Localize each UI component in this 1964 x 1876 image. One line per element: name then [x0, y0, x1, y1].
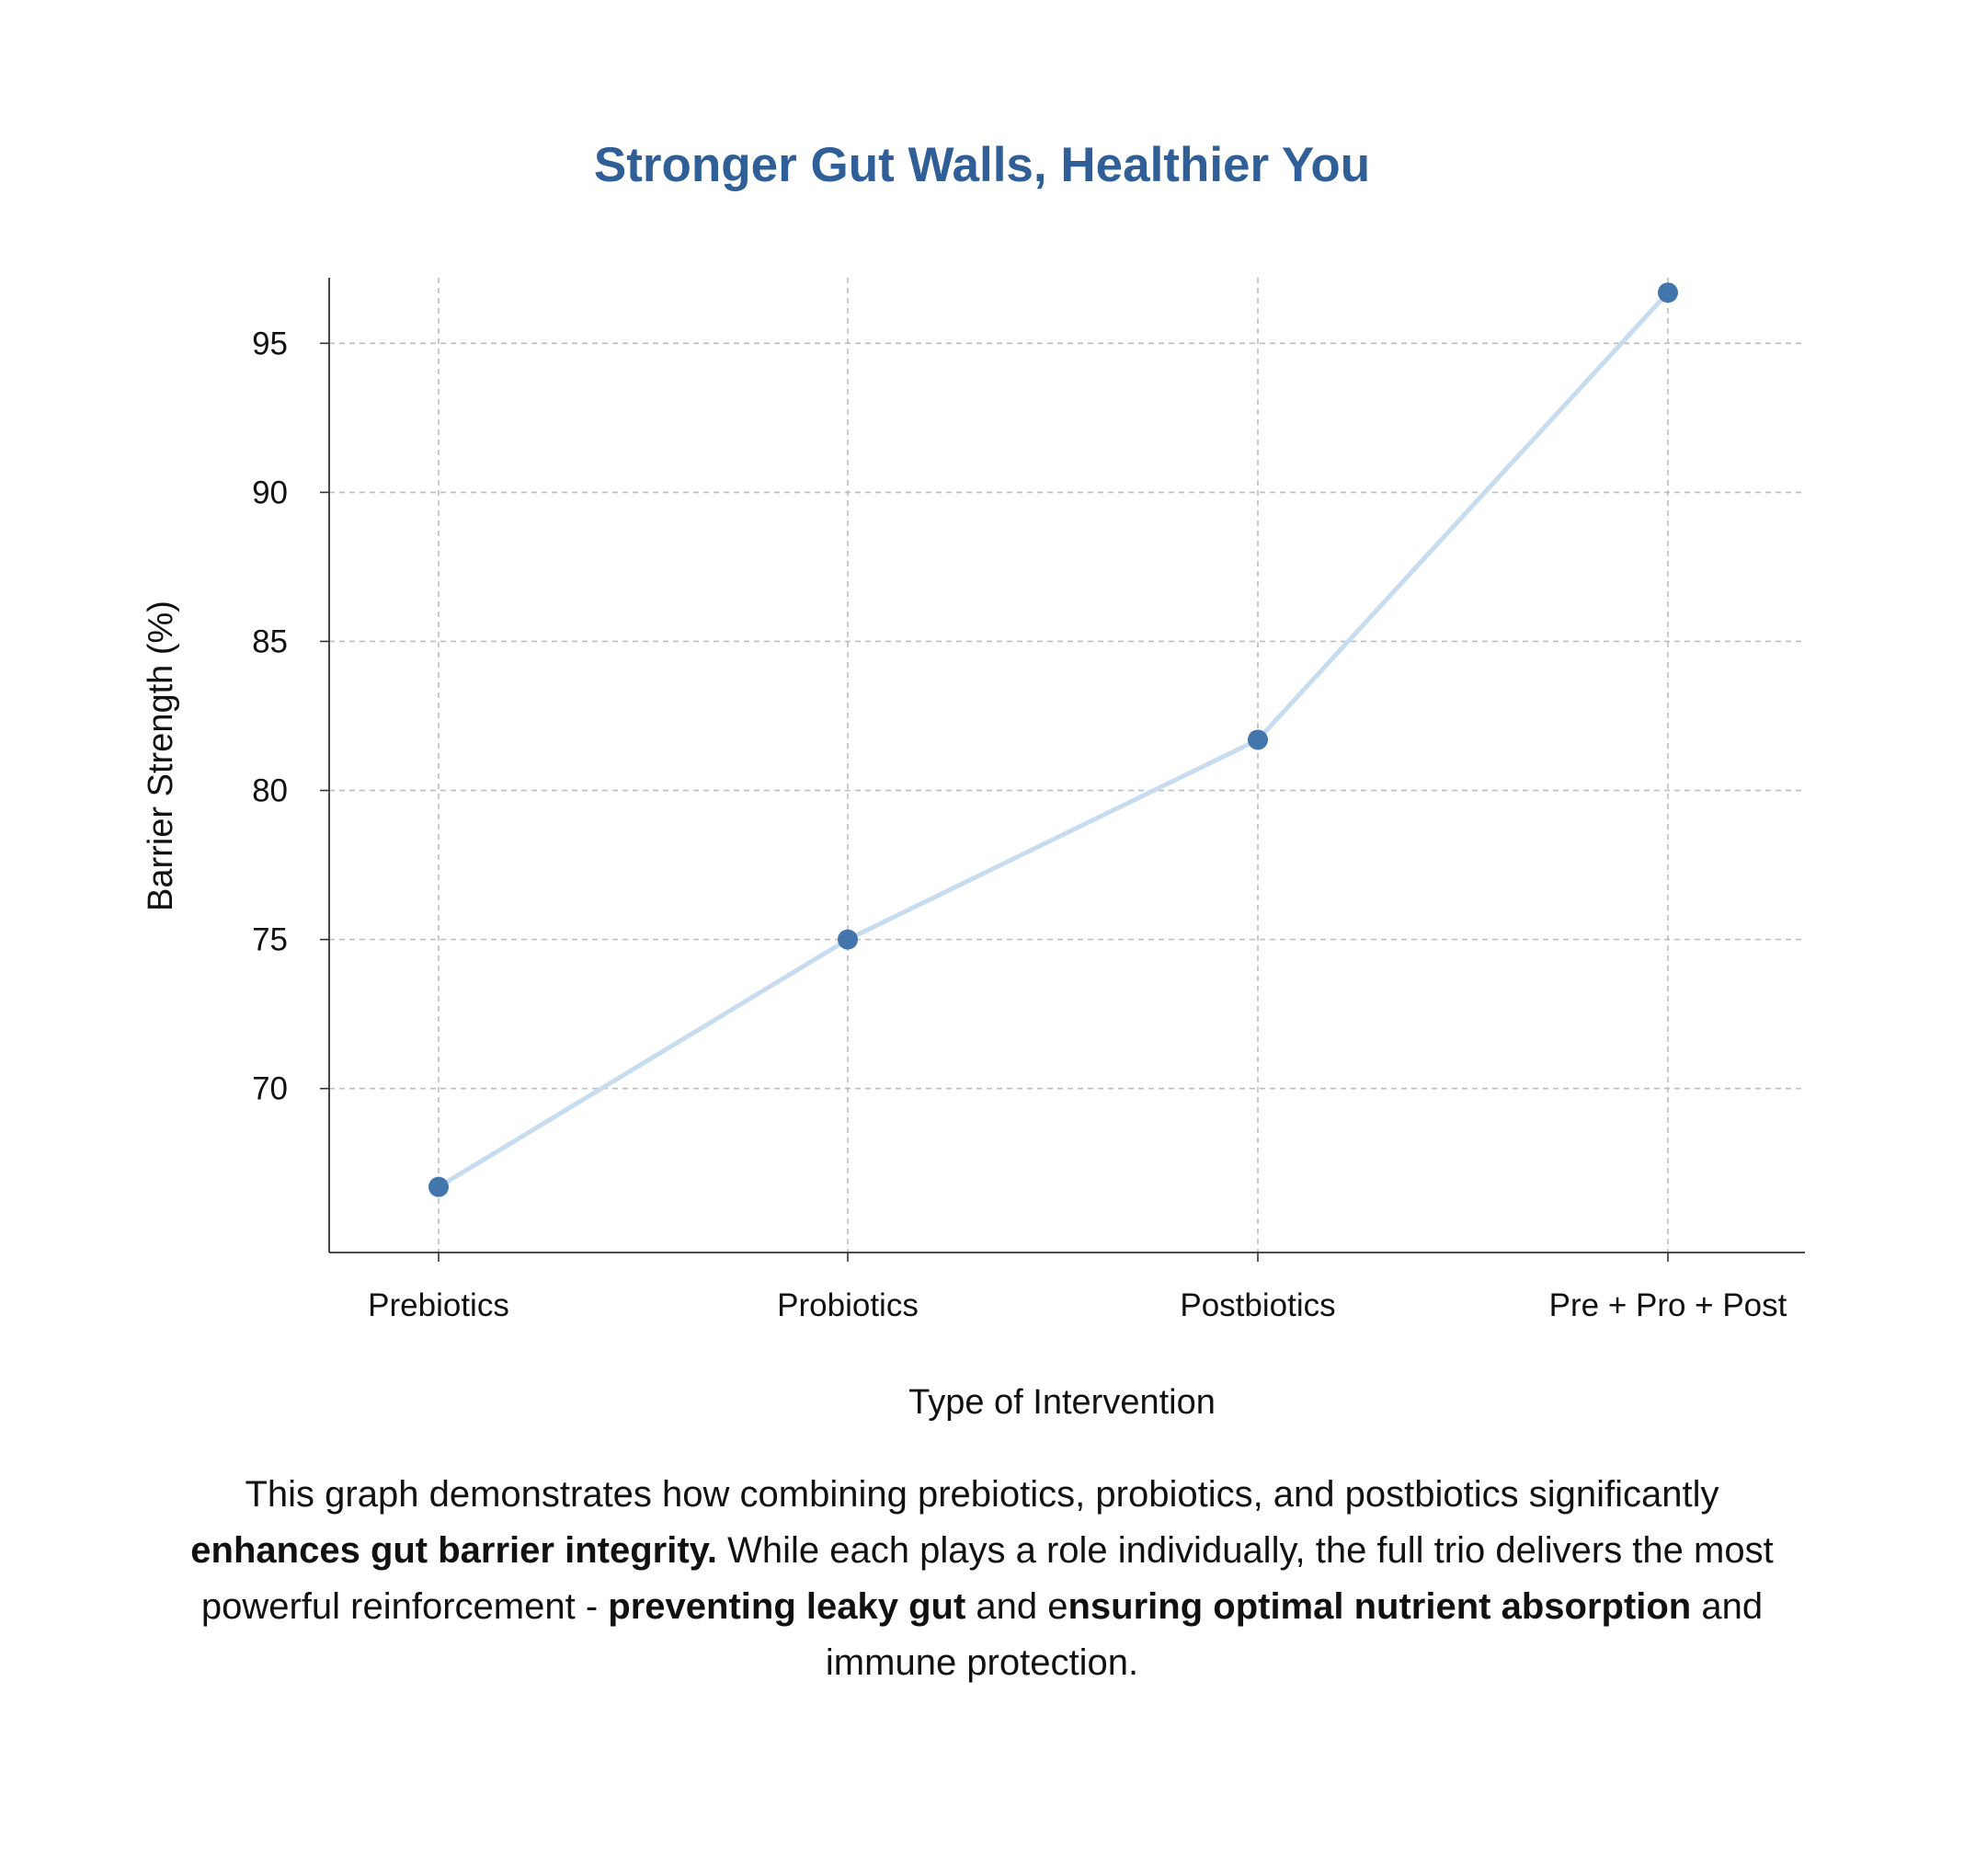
data-point: [1248, 729, 1268, 750]
y-tick-label: 80: [252, 773, 288, 809]
y-tick-label: 90: [252, 475, 288, 510]
x-axis-label: Type of Intervention: [908, 1383, 1216, 1422]
tick-labels: 70 75 80 85 90 95 Prebiotics Probiotics Postbiot…: [252, 326, 1787, 1323]
caption-text: While each plays a role individually, th…: [200, 1530, 1774, 1627]
y-tick-label: 85: [252, 623, 288, 659]
line-chart: Stronger Gut Walls, Healthier You 70 75 80…: [142, 138, 1805, 1422]
data-series: [428, 282, 1678, 1197]
caption-emphasis: preventing leaky gut: [608, 1586, 966, 1627]
caption-text: and immune protection.: [825, 1586, 1764, 1683]
series-line: [436, 290, 1671, 1190]
caption-emphasis: nsuring optimal nutrient absorption: [1068, 1586, 1692, 1627]
caption-text: This graph demonstrates how combining pr…: [245, 1474, 1719, 1515]
y-tick-label: 70: [252, 1071, 288, 1107]
caption-emphasis: enhances gut barrier integrity.: [190, 1530, 718, 1571]
x-tick-label: Postbiotics: [1180, 1287, 1335, 1323]
grid-lines: [329, 278, 1805, 1253]
data-point: [1658, 282, 1678, 303]
data-point: [428, 1176, 449, 1197]
x-tick-label: Pre + Pro + Post: [1549, 1287, 1787, 1323]
y-tick-label: 95: [252, 326, 288, 361]
chart-title: Stronger Gut Walls, Healthier You: [594, 138, 1370, 192]
caption-text: and e: [965, 1586, 1068, 1627]
x-tick-label: Prebiotics: [368, 1287, 509, 1323]
y-tick-label: 75: [252, 922, 288, 958]
y-axis-label: Barrier Strength (%): [142, 601, 180, 911]
x-tick-label: Probiotics: [777, 1287, 919, 1323]
axes: [320, 278, 1805, 1262]
data-point: [838, 929, 858, 950]
chart-caption: This graph demonstrates how combining pr…: [184, 1467, 1780, 1691]
